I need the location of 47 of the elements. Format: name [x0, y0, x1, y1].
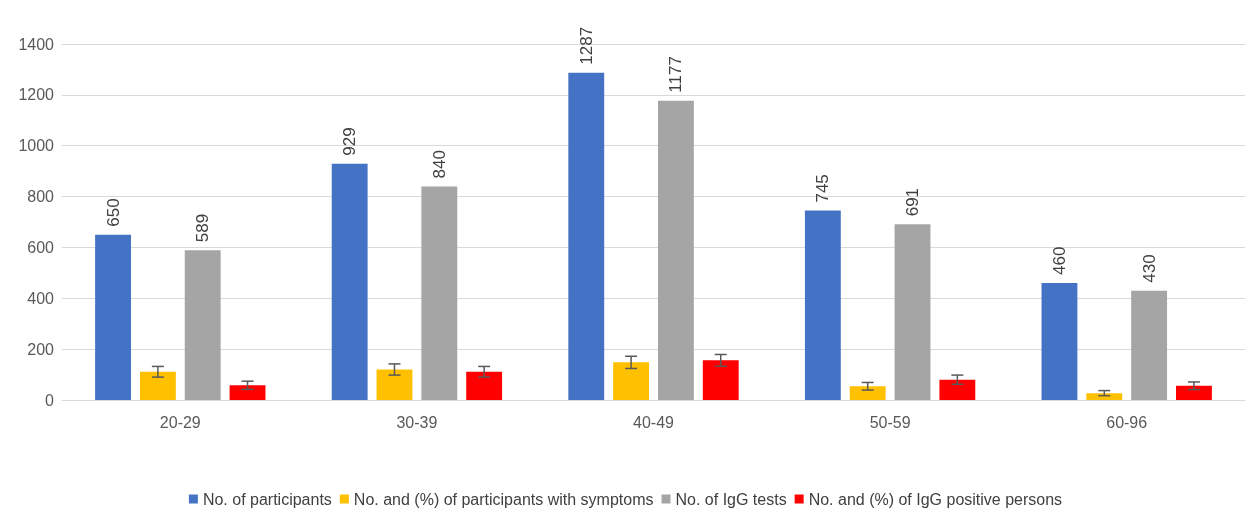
legend-label: No. of participants	[202, 490, 332, 508]
data-label: 430	[1139, 254, 1159, 283]
y-tick-label: 1200	[18, 86, 55, 104]
bar	[1086, 393, 1123, 400]
y-tick-label: 1000	[18, 137, 55, 155]
data-label: 460	[1049, 246, 1069, 276]
data-label: 650	[103, 198, 123, 227]
bar	[804, 210, 841, 400]
bar	[95, 234, 131, 400]
legend-label: No. and (%) of participants with symptoms	[353, 490, 654, 508]
bar	[939, 379, 976, 400]
y-tick-label: 1400	[18, 35, 55, 53]
data-label: 1177	[666, 56, 686, 93]
y-tick-label: 400	[27, 289, 55, 307]
bar	[1041, 283, 1078, 400]
legend-label: No. and (%) of IgG positive persons	[808, 490, 1063, 508]
data-label: 589	[193, 213, 213, 243]
bar	[568, 72, 605, 400]
x-tick-label: 50-59	[869, 413, 911, 431]
bar	[894, 224, 931, 400]
data-label: 745	[813, 174, 833, 203]
bar	[849, 386, 886, 400]
y-tick-label: 200	[27, 340, 55, 358]
data-label: 840	[429, 150, 449, 179]
y-tick-label: 800	[27, 188, 55, 206]
x-tick-label: 30-39	[396, 413, 438, 431]
x-tick-label: 20-29	[159, 413, 201, 431]
bar	[613, 362, 650, 400]
data-label: 929	[340, 127, 360, 156]
bar	[657, 100, 694, 400]
bar	[331, 163, 368, 400]
x-tick-label: 40-49	[633, 413, 675, 431]
bar	[139, 371, 176, 400]
y-tick-label: 0	[45, 391, 55, 409]
bar	[466, 371, 503, 400]
bar	[1131, 290, 1168, 400]
bar	[184, 250, 221, 400]
data-label: 1287	[576, 26, 596, 65]
bar	[1176, 385, 1212, 400]
bar	[229, 385, 266, 400]
data-label: 691	[903, 187, 923, 217]
bar	[376, 369, 413, 400]
legend-label: No. of IgG tests	[675, 490, 787, 508]
x-tick-label: 60-96	[1106, 413, 1148, 431]
y-tick-label: 600	[27, 238, 55, 256]
bar	[702, 360, 739, 400]
bar	[421, 186, 458, 400]
